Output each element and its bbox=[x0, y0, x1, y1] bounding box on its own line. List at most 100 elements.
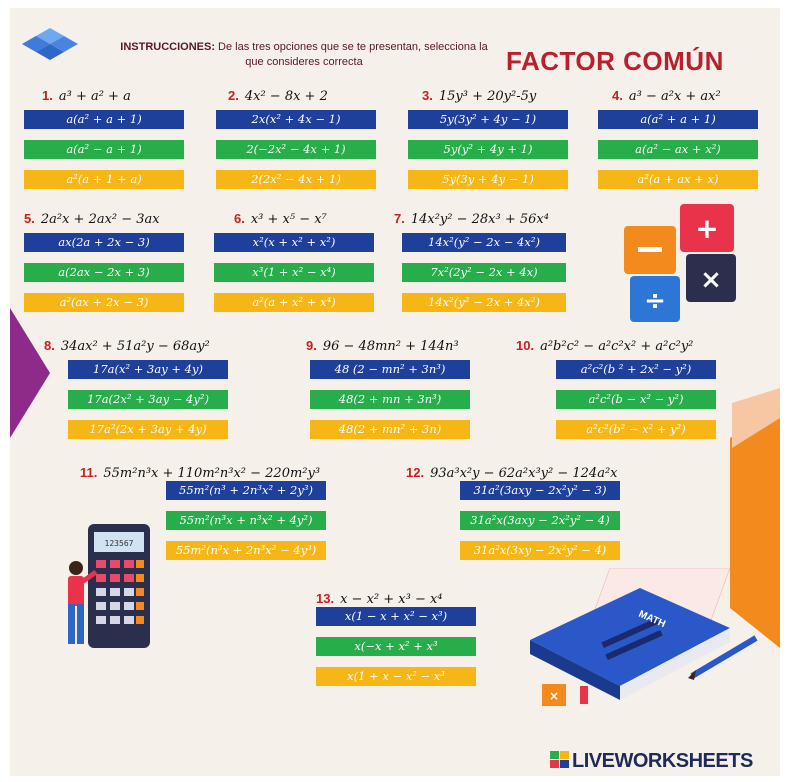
answer-option-b[interactable]: a(2ax − 2x + 3) bbox=[24, 263, 184, 282]
exercise-question: 11. 55m²n³x + 110m²n³x² − 220m²y³ bbox=[80, 465, 320, 481]
answer-option-c[interactable]: 2(2x² − 4x + 1) bbox=[216, 170, 376, 189]
answer-option-c[interactable]: x(1 + x − x² − x³ bbox=[316, 667, 476, 686]
liveworksheets-logo: LIVEWORKSHEETS bbox=[550, 750, 753, 773]
exercise-question: 3. 15y³ + 20y²-5y bbox=[422, 88, 536, 104]
exercise-number: 12. bbox=[406, 465, 425, 480]
answer-option-c[interactable]: 17a²(2x + 3ay + 4y) bbox=[68, 420, 228, 439]
exercise-question: 7. 14x²y² − 28x³ + 56x⁴ bbox=[394, 211, 549, 227]
instructions-text: De las tres opciones que se te presentan… bbox=[215, 41, 488, 68]
answer-option-c[interactable]: a²c²(b² − x² + y²) bbox=[556, 420, 716, 439]
exercise-number: 9. bbox=[306, 338, 317, 353]
divide-key: ÷ bbox=[630, 276, 680, 322]
calculator-person-illustration: 123567 bbox=[68, 524, 150, 648]
brand-text: LIVEWORKSHEETS bbox=[572, 750, 753, 772]
svg-text:+: + bbox=[695, 212, 718, 245]
answer-option-a[interactable]: a²c²(b ² + 2x² − y²) bbox=[556, 360, 716, 379]
exercise-question: 4. a³ − a²x + ax² bbox=[612, 88, 721, 104]
answer-option-c[interactable]: 55m²(n³x + 2n³x² − 4y³) bbox=[166, 541, 326, 560]
liveworksheets-icon bbox=[550, 751, 569, 768]
exercise-number: 6. bbox=[234, 211, 245, 226]
instructions-label: INSTRUCCIONES: bbox=[120, 41, 215, 53]
exercise-number: 1. bbox=[42, 88, 53, 103]
exercise-number: 2. bbox=[228, 88, 239, 103]
left-purple-triangle bbox=[10, 308, 50, 438]
svg-text:÷: ÷ bbox=[644, 286, 666, 316]
answer-option-b[interactable]: a(a² − a + 1) bbox=[24, 140, 184, 159]
answer-option-c[interactable]: 5y(3y + 4y − 1) bbox=[408, 170, 568, 189]
answer-option-b[interactable]: x(−x + x² + x³ bbox=[316, 637, 476, 656]
svg-text:×: × bbox=[700, 265, 722, 295]
answer-option-b[interactable]: 48(2 + mn + 3n³) bbox=[310, 390, 470, 409]
answer-option-c[interactable]: a²(ax + 2x − 3) bbox=[24, 293, 184, 312]
answer-option-a[interactable]: 31a²(3axy − 2x²y² − 3) bbox=[460, 481, 620, 500]
exercise-number: 13. bbox=[316, 591, 335, 606]
exercise-expression: a²b²c² − a²c²x² + a²c²y² bbox=[540, 339, 694, 354]
exercise-question: 13. x − x² + x³ − x⁴ bbox=[316, 591, 443, 607]
exercise-expression: 15y³ + 20y²-5y bbox=[438, 89, 537, 104]
answer-option-a[interactable]: 48 (2 − mn² + 3n³) bbox=[310, 360, 470, 379]
right-orange-triangle bbox=[730, 408, 780, 648]
exercise-expression: 55m²n³x + 110m²n³x² − 220m²y³ bbox=[103, 466, 321, 481]
answer-option-c[interactable]: 31a²x(3xy − 2x²y² − 4) bbox=[460, 541, 620, 560]
answer-option-c[interactable]: a²(a + 1 + a) bbox=[24, 170, 184, 189]
answer-option-a[interactable]: 5y(3y² + 4y − 1) bbox=[408, 110, 568, 129]
exercise-number: 10. bbox=[516, 338, 535, 353]
answer-option-c[interactable]: a²(a + x² + x⁴) bbox=[214, 293, 374, 312]
times-key: × bbox=[686, 254, 736, 302]
answer-option-c[interactable]: 14x²(y² − 2x + 4x²) bbox=[402, 293, 566, 312]
background-shapes bbox=[10, 28, 780, 648]
answer-option-a[interactable]: x(1 − x + x² − x³) bbox=[316, 607, 476, 626]
answer-option-b[interactable]: 55m²(n³x + n³x² + 4y²) bbox=[166, 511, 326, 530]
exercise-expression: a³ + a² + a bbox=[58, 89, 131, 104]
instructions: INSTRUCCIONES: De las tres opciones que … bbox=[114, 40, 494, 70]
calculator-icon: 123567 bbox=[88, 524, 150, 648]
exercise-question: 5. 2a²x + 2ax² − 3ax bbox=[24, 211, 160, 227]
answer-option-a[interactable]: 2x(x² + 4x − 1) bbox=[216, 110, 376, 129]
exercise-number: 11. bbox=[80, 465, 98, 480]
answer-option-b[interactable]: a²c²(b − x² − y²) bbox=[556, 390, 716, 409]
calculator-keypad bbox=[96, 560, 144, 624]
answer-option-b[interactable]: 7x²(2y² − 2x + 4x) bbox=[402, 263, 566, 282]
worksheet: INSTRUCCIONES: De las tres opciones que … bbox=[10, 8, 780, 776]
answer-option-b[interactable]: 5y(y² + 4y + 1) bbox=[408, 140, 568, 159]
answer-option-c[interactable]: 48(2 + mn² + 3n) bbox=[310, 420, 470, 439]
plus-logo bbox=[22, 28, 78, 60]
exercise-question: 1. a³ + a² + a bbox=[42, 88, 131, 104]
answer-option-a[interactable]: 55m²(n³ + 2n³x² + 2y³) bbox=[166, 481, 326, 500]
exercise-expression: 14x²y² − 28x³ + 56x⁴ bbox=[410, 212, 549, 227]
orange-cube-icon: × bbox=[542, 684, 566, 706]
answer-option-c[interactable]: a²(a + ax + x) bbox=[598, 170, 758, 189]
svg-text:×: × bbox=[549, 689, 559, 703]
answer-option-a[interactable]: a(a² + a + 1) bbox=[24, 110, 184, 129]
answer-option-b[interactable]: 2(−2x² − 4x + 1) bbox=[216, 140, 376, 159]
exercise-number: 7. bbox=[394, 211, 405, 226]
answer-option-a[interactable]: a(a² + a + 1) bbox=[598, 110, 758, 129]
exercise-expression: 2a²x + 2ax² − 3ax bbox=[40, 212, 160, 227]
exercise-expression: x³ + x⁵ − x⁷ bbox=[250, 212, 327, 227]
answer-option-a[interactable]: 14x²(y² − 2x − 4x²) bbox=[402, 233, 566, 252]
answer-option-a[interactable]: 17a(x² + 3ay + 4y) bbox=[68, 360, 228, 379]
minus-key bbox=[624, 226, 676, 274]
answer-option-b[interactable]: 17a(2x² + 3ay − 4y²) bbox=[68, 390, 228, 409]
exercise-question: 6. x³ + x⁵ − x⁷ bbox=[234, 211, 327, 227]
answer-option-b[interactable]: x³(1 + x² − x⁴) bbox=[214, 263, 374, 282]
person-figure bbox=[68, 561, 98, 644]
page-title: FACTOR COMÚN bbox=[506, 46, 724, 76]
exercise-number: 4. bbox=[612, 88, 623, 103]
exercise-number: 5. bbox=[24, 211, 35, 226]
answer-option-b[interactable]: 31a²x(3axy − 2x²y² − 4) bbox=[460, 511, 620, 530]
exercise-expression: 93a³x²y − 62a²x³y² − 124a²x bbox=[430, 466, 618, 481]
exercise-question: 9. 96 − 48mn² + 144n³ bbox=[306, 338, 459, 354]
exercise-question: 12. 93a³x²y − 62a²x³y² − 124a²x bbox=[406, 465, 618, 481]
plus-key: + bbox=[680, 204, 734, 252]
right-peach-shape bbox=[732, 388, 780, 448]
answer-option-b[interactable]: a(a² − ax + x²) bbox=[598, 140, 758, 159]
answer-option-a[interactable]: ax(2a + 2x − 3) bbox=[24, 233, 184, 252]
math-keys-illustration: + × ÷ bbox=[624, 204, 736, 322]
math-book-illustration: MATH × bbox=[530, 568, 758, 706]
exercise-expression: 4x² − 8x + 2 bbox=[244, 89, 328, 104]
exercise-number: 8. bbox=[44, 338, 55, 353]
exercise-question: 10. a²b²c² − a²c²x² + a²c²y² bbox=[516, 338, 693, 354]
exercise-expression: 96 − 48mn² + 144n³ bbox=[322, 339, 459, 354]
answer-option-a[interactable]: x²(x + x² + x²) bbox=[214, 233, 374, 252]
